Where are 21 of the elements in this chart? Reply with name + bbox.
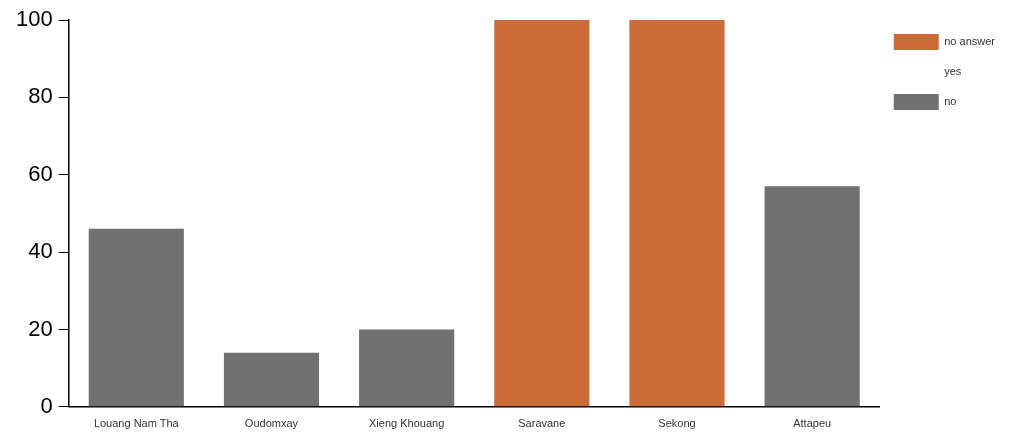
x-tick-label: Oudomxay bbox=[244, 417, 299, 430]
x-tick-label: Louang Nam Tha bbox=[93, 417, 180, 430]
y-tick-label: 80 bbox=[28, 83, 53, 109]
x-tick-label: Xieng Khouang bbox=[369, 417, 445, 430]
x-tick-label: Attapeu bbox=[793, 417, 832, 430]
bar bbox=[764, 186, 860, 407]
bar bbox=[359, 329, 455, 407]
y-tick-label: 40 bbox=[28, 238, 53, 264]
y-tick-label: 100 bbox=[15, 6, 53, 32]
bar bbox=[629, 20, 725, 407]
y-tick-label: 0 bbox=[40, 392, 53, 418]
bar bbox=[494, 20, 590, 407]
y-tick-label: 20 bbox=[28, 315, 53, 341]
text: yes bbox=[944, 65, 962, 78]
legend-label: no bbox=[944, 95, 957, 108]
legend-label: no answer bbox=[944, 35, 996, 48]
x-tick-label: Sekong bbox=[658, 417, 696, 430]
bar bbox=[88, 228, 184, 407]
x-tick-label: Saravane bbox=[518, 417, 566, 430]
bar bbox=[223, 352, 320, 407]
y-tick-label: 60 bbox=[28, 160, 53, 186]
